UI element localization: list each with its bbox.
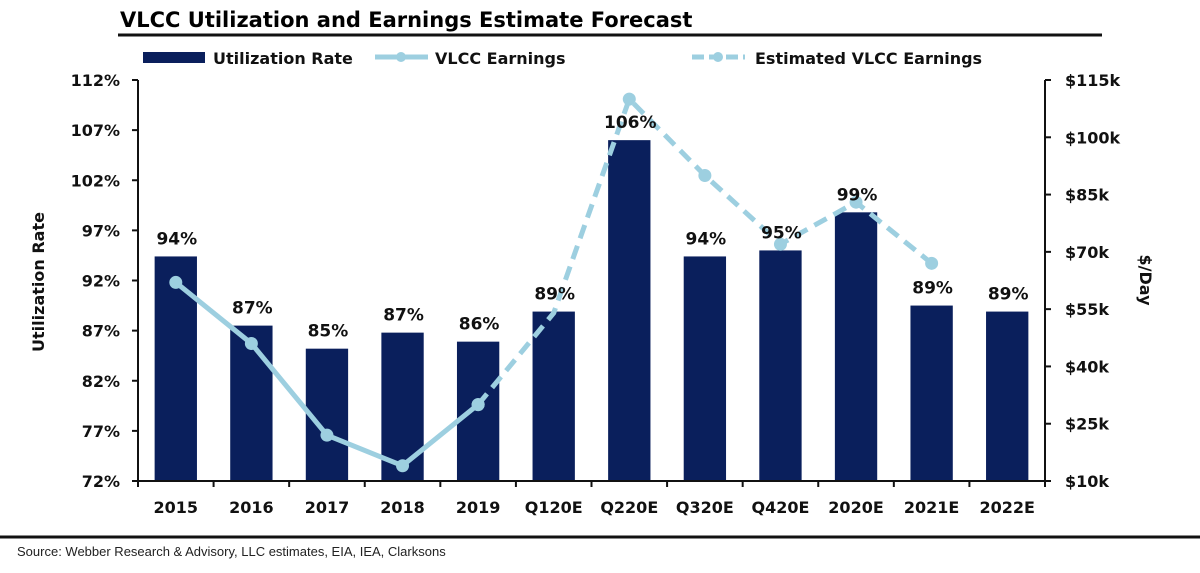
bar-label-q420e: 95% bbox=[761, 223, 802, 243]
legend-item-vlcc-earnings: VLCC Earnings bbox=[375, 49, 566, 68]
bar-2020e bbox=[834, 212, 878, 481]
legend-swatch-marker bbox=[713, 52, 723, 62]
marker-est-earnings-q320e bbox=[698, 168, 712, 182]
marker-est-earnings-2021e bbox=[925, 256, 939, 270]
legend-swatch-marker bbox=[396, 52, 406, 62]
marker-earnings-2015 bbox=[169, 275, 183, 289]
x-tick-label: 2022E bbox=[979, 498, 1034, 517]
bar-2021e bbox=[910, 305, 953, 481]
x-tick-label: 2020E bbox=[828, 498, 883, 517]
x-tick-label: Q120E bbox=[525, 498, 583, 517]
bar-label-2022e: 89% bbox=[988, 285, 1029, 305]
y-left-tick-label: 97% bbox=[82, 221, 120, 240]
x-tick-label: 2021E bbox=[904, 498, 959, 517]
x-tick-label: Q420E bbox=[751, 498, 809, 517]
bar-q420e bbox=[759, 250, 802, 481]
legend: Utilization Rate VLCC Earnings Estimated… bbox=[143, 49, 982, 68]
legend-label: VLCC Earnings bbox=[435, 49, 566, 68]
bar-label-2018: 87% bbox=[383, 306, 424, 326]
y-right-tick-label: $85k bbox=[1065, 186, 1109, 205]
bar-2019 bbox=[456, 341, 500, 481]
y-right-tick-label: $70k bbox=[1065, 243, 1109, 262]
legend-swatch-bar bbox=[143, 52, 205, 63]
bar-q220e bbox=[608, 140, 651, 481]
marker-earnings-2018 bbox=[396, 459, 410, 473]
bar-label-2020e: 99% bbox=[837, 185, 878, 205]
legend-label: Utilization Rate bbox=[213, 49, 353, 68]
x-tick-label: 2015 bbox=[154, 498, 199, 517]
x-tick-label: Q320E bbox=[676, 498, 734, 517]
bar-label-2016: 87% bbox=[232, 299, 273, 319]
y-axis-right: $10k $25k $40k $55k $70k $85k $100k $115k bbox=[1044, 71, 1121, 491]
bar-label-2017: 85% bbox=[308, 322, 349, 342]
marker-est-earnings-q220e bbox=[622, 92, 636, 106]
bar-q120e bbox=[532, 311, 575, 481]
bar-2022e bbox=[986, 311, 1029, 481]
legend-item-estimated-vlcc-earnings: Estimated VLCC Earnings bbox=[692, 49, 982, 68]
y-right-tick-label: $40k bbox=[1065, 357, 1109, 376]
y-right-tick-label: $100k bbox=[1065, 128, 1121, 147]
bar-data-labels: 94% 87% 85% 87% 86% 89% 106% 94% 95% 99% 89% 89% bbox=[156, 113, 1028, 342]
bar-label-q120e: 89% bbox=[534, 285, 575, 305]
marker-est-earnings-2020e bbox=[849, 195, 863, 209]
bar-label-q320e: 94% bbox=[686, 229, 727, 249]
bars-utilization-rate bbox=[154, 140, 1029, 481]
y-right-tick-label: $10k bbox=[1065, 472, 1109, 491]
y-right-tick-label: $25k bbox=[1065, 415, 1109, 434]
y-axis-right-title: $/Day bbox=[1136, 255, 1155, 307]
y-right-tick-label: $115k bbox=[1065, 71, 1121, 90]
marker-est-earnings-q420e bbox=[773, 237, 787, 251]
y-left-tick-label: 92% bbox=[82, 272, 120, 291]
y-axis-left-title: Utilization Rate bbox=[29, 212, 48, 352]
chart-title: VLCC Utilization and Earnings Estimate F… bbox=[120, 8, 692, 32]
bar-label-2015: 94% bbox=[156, 229, 197, 249]
y-left-tick-label: 77% bbox=[82, 422, 120, 441]
bar-2016 bbox=[230, 325, 273, 481]
y-left-tick-label: 87% bbox=[82, 322, 120, 341]
x-axis: 2015 2016 2017 2018 2019 Q120E Q220E Q320E Q420E… bbox=[137, 480, 1046, 517]
y-left-tick-label: 107% bbox=[71, 121, 120, 140]
legend-label: Estimated VLCC Earnings bbox=[755, 49, 982, 68]
lines-earnings bbox=[169, 92, 939, 473]
y-left-tick-label: 112% bbox=[71, 71, 120, 90]
x-tick-label: 2016 bbox=[229, 498, 274, 517]
x-tick-label: 2019 bbox=[456, 498, 501, 517]
marker-earnings-2016 bbox=[244, 337, 258, 351]
y-left-tick-label: 102% bbox=[71, 171, 120, 190]
bar-label-q220e: 106% bbox=[604, 113, 657, 133]
bar-q320e bbox=[683, 256, 727, 481]
y-left-tick-label: 72% bbox=[82, 472, 120, 491]
bar-2015 bbox=[154, 256, 197, 481]
source-note: Source: Webber Research & Advisory, LLC … bbox=[17, 544, 446, 559]
marker-earnings-2017 bbox=[320, 428, 334, 442]
y-axis-left: 72% 77% 82% 87% 92% 97% 102% 107% 112% bbox=[71, 71, 139, 491]
legend-item-utilization-rate: Utilization Rate bbox=[143, 49, 353, 68]
x-tick-label: Q220E bbox=[600, 498, 658, 517]
marker-est-earnings-2019 bbox=[471, 398, 485, 412]
bar-label-2019: 86% bbox=[459, 315, 500, 335]
y-right-tick-label: $55k bbox=[1065, 300, 1109, 319]
bar-label-2021e: 89% bbox=[912, 279, 953, 299]
x-tick-label: 2017 bbox=[305, 498, 350, 517]
y-left-tick-label: 82% bbox=[82, 372, 120, 391]
x-tick-label: 2018 bbox=[380, 498, 425, 517]
